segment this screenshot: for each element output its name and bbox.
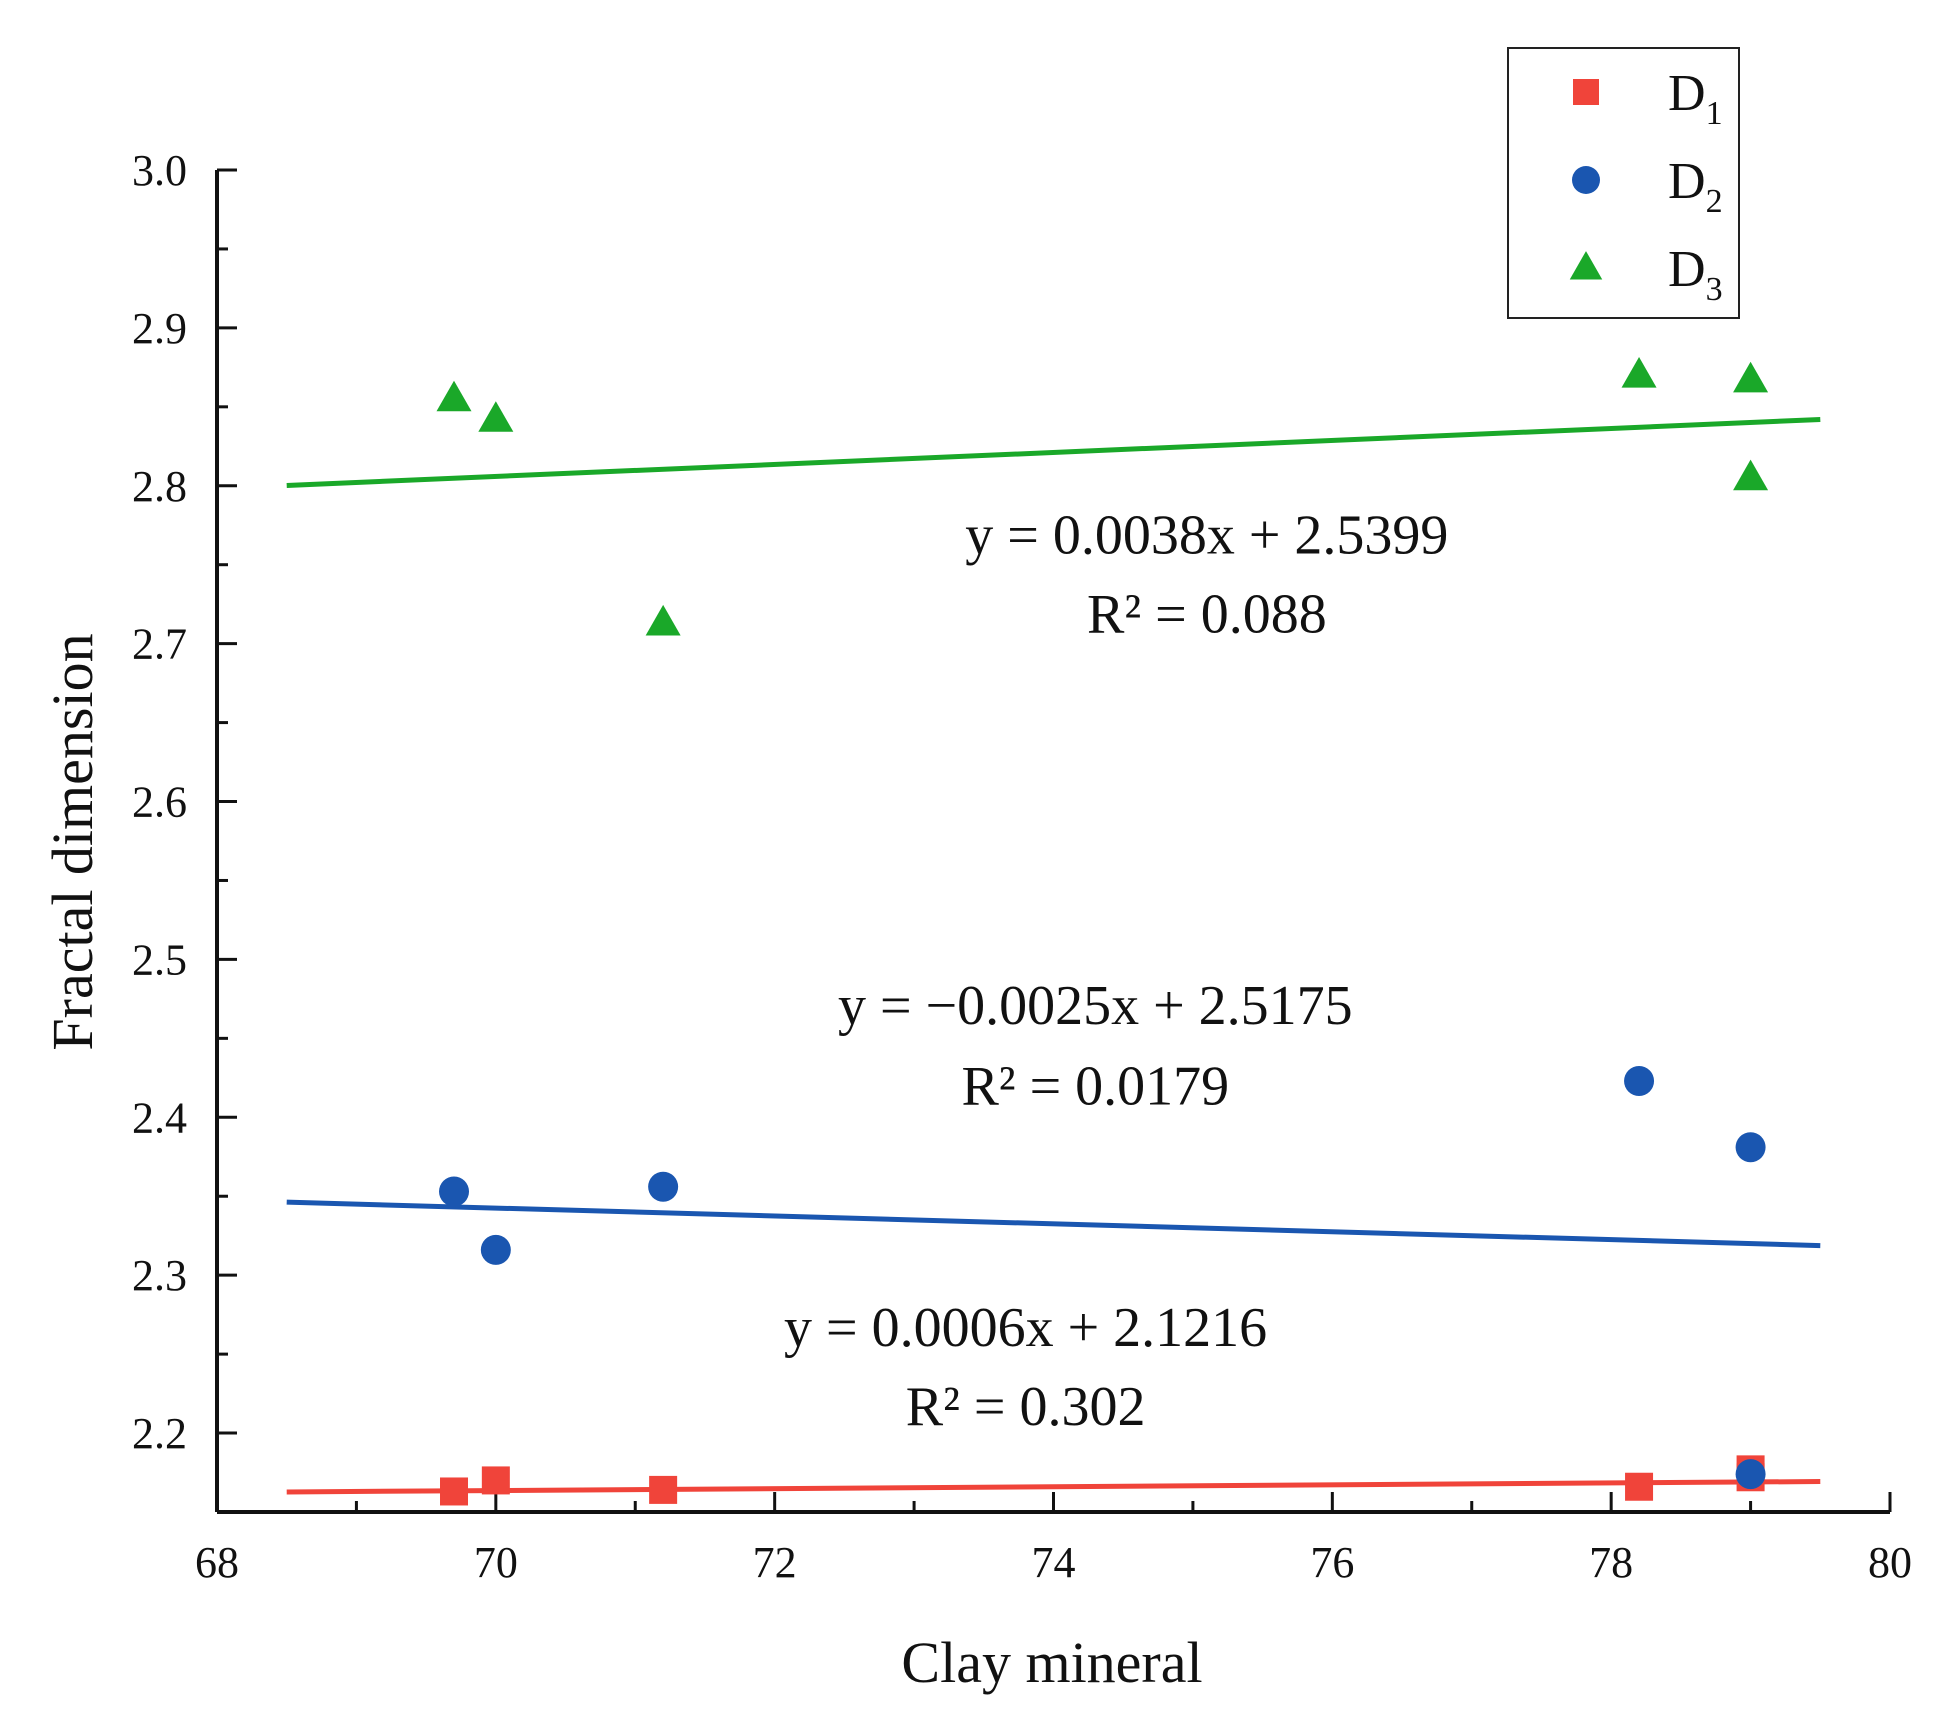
data-point-d1 <box>1625 1472 1654 1501</box>
data-point-d2 <box>480 1234 511 1265</box>
legend-marker-d2 <box>1572 166 1600 194</box>
data-point-d2 <box>1735 1132 1766 1163</box>
data-point-d2 <box>648 1171 679 1202</box>
fit-r2-d3: R² = 0.088 <box>1087 584 1327 646</box>
data-point-d2 <box>1624 1065 1655 1096</box>
legend-box <box>1507 47 1740 319</box>
fit-lines-group <box>286 416 1821 1495</box>
x-tick-label: 72 <box>753 1538 797 1587</box>
legend-subscript: 2 <box>1706 183 1723 220</box>
data-point-d2 <box>1735 1459 1766 1490</box>
fit-r2-d1: R² = 0.302 <box>906 1376 1146 1438</box>
y-axis-title: Fractal dimension <box>40 633 105 1050</box>
y-tick-label: 2.4 <box>132 1093 187 1142</box>
data-point-d3 <box>645 604 681 636</box>
data-points-group <box>436 357 1769 1506</box>
equations-group: y = 0.0006x + 2.1216 R² = 0.302 y = −0.002… <box>784 505 1448 1439</box>
y-tick-label: 2.3 <box>132 1251 187 1300</box>
x-axis-title: Clay mineral <box>901 1630 1202 1695</box>
legend-subscript: 1 <box>1706 95 1723 132</box>
legend-subscript: 3 <box>1706 271 1723 308</box>
y-tick-label: 2.2 <box>132 1409 187 1458</box>
fit-line-d3 <box>286 416 1821 488</box>
data-point-d1 <box>481 1466 510 1495</box>
y-tick-label: 2.8 <box>132 462 187 511</box>
data-point-d1 <box>440 1477 469 1506</box>
fit-line-d2 <box>286 1199 1821 1249</box>
fit-r2-d2: R² = 0.0179 <box>961 1056 1229 1118</box>
axes-group: 68 70 72 74 76 78 80 2.2 2.3 2.4 2.5 2.6 2.7 2.8 2.9 3.… <box>132 146 1912 1587</box>
fit-line-d1 <box>286 1479 1821 1495</box>
data-point-d3 <box>1733 459 1769 491</box>
fit-equation-d1: y = 0.0006x + 2.1216 <box>784 1297 1267 1359</box>
fit-equation-d2: y = −0.0025x + 2.5175 <box>838 975 1353 1037</box>
x-tick-label: 78 <box>1589 1538 1633 1587</box>
x-tick-label: 74 <box>1032 1538 1076 1587</box>
data-point-d2 <box>439 1176 470 1207</box>
y-tick-label: 2.9 <box>132 304 187 353</box>
y-tick-label: 2.5 <box>132 935 187 984</box>
legend-marker-d1 <box>1573 79 1599 105</box>
data-point-d1 <box>649 1475 678 1504</box>
data-point-d3 <box>478 401 514 432</box>
x-tick-label: 68 <box>195 1538 239 1587</box>
x-tick-label: 70 <box>474 1538 518 1587</box>
y-tick-label: 3.0 <box>132 146 187 195</box>
data-point-d3 <box>436 380 472 412</box>
fit-equation-d3: y = 0.0038x + 2.5399 <box>965 505 1448 567</box>
x-tick-label: 80 <box>1868 1538 1912 1587</box>
y-tick-label: 2.6 <box>132 778 187 827</box>
y-tick-label: 2.7 <box>132 620 187 669</box>
legend-marker-d3 <box>1569 251 1603 280</box>
x-tick-label: 76 <box>1310 1538 1354 1587</box>
data-point-d3 <box>1733 361 1769 393</box>
data-point-d3 <box>1621 357 1657 388</box>
